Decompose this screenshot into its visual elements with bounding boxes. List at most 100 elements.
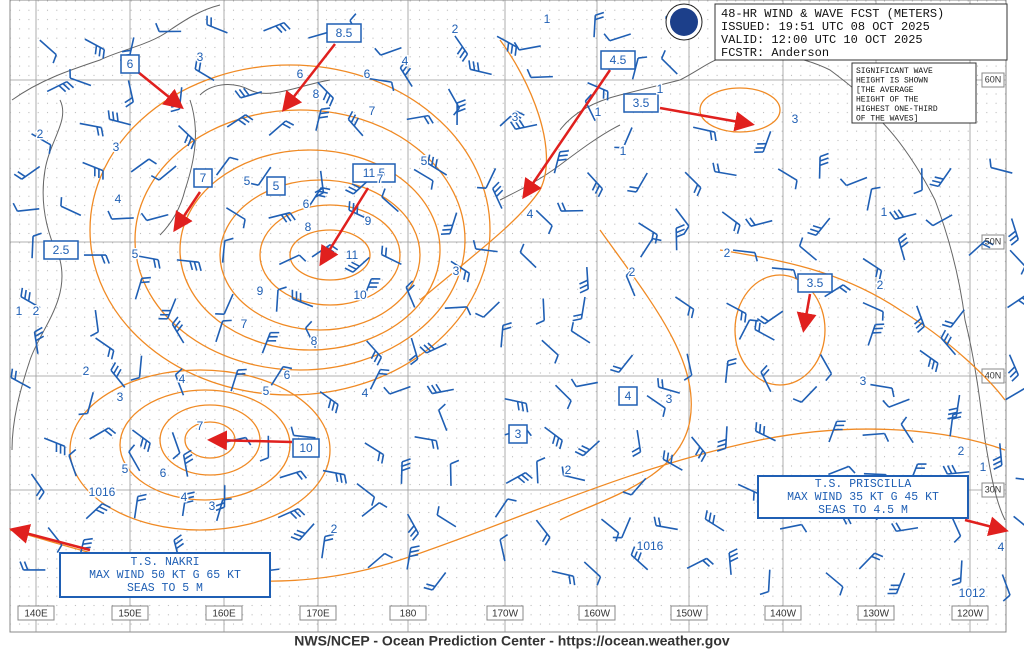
barb-feather <box>370 350 377 360</box>
wind-barb <box>366 340 383 366</box>
barb-feather <box>662 407 666 418</box>
barb-staff <box>950 515 962 537</box>
barb-feather <box>893 210 900 219</box>
wind-barb <box>278 254 307 266</box>
barb-staff <box>932 214 953 227</box>
barb-staff <box>278 254 300 266</box>
contour-label: 1 <box>16 304 23 318</box>
wind-barb <box>992 443 1003 470</box>
wind-barb <box>828 420 846 443</box>
barb-feather <box>408 354 417 362</box>
wind-barb <box>535 209 553 235</box>
wind-barb <box>182 449 194 477</box>
barb-feather <box>401 458 411 463</box>
wind-barb <box>221 237 234 263</box>
wind-barb <box>419 342 447 354</box>
wind-barb <box>290 523 315 541</box>
barb-feather <box>929 183 939 188</box>
barb-feather <box>559 149 569 153</box>
barb-feather <box>733 222 738 232</box>
contour-label: 7 <box>377 172 384 186</box>
lon-label-box <box>486 605 524 621</box>
barb-feather <box>436 506 440 516</box>
wind-barb <box>1008 218 1019 246</box>
barb-staff <box>541 339 559 356</box>
barb-feather <box>871 555 881 561</box>
contour-label: 6 <box>364 67 371 81</box>
barb-feather <box>541 533 548 543</box>
contour-label: 1 <box>657 82 664 96</box>
contour-label: 3 <box>453 264 460 278</box>
barb-feather <box>708 512 712 522</box>
height-box <box>508 424 528 444</box>
barb-feather <box>1011 374 1019 382</box>
barb-feather <box>293 532 303 538</box>
wind-barb <box>732 249 759 262</box>
barb-feather <box>812 224 822 230</box>
barb-feather <box>351 261 360 267</box>
barb-feather <box>572 317 582 322</box>
wind-barb <box>756 310 784 325</box>
wind-barb <box>1001 574 1011 602</box>
barb-staff <box>381 196 399 213</box>
barb-feather <box>335 472 339 483</box>
contour-label: 6 <box>160 466 167 480</box>
wind-barb <box>128 444 141 472</box>
wind-barb <box>792 385 818 404</box>
barb-feather <box>334 404 339 414</box>
barb-feather <box>579 279 588 285</box>
lon-label-box <box>205 605 243 621</box>
barb-staff <box>630 477 647 496</box>
barb-feather <box>23 561 29 571</box>
barb-feather <box>941 323 952 328</box>
barb-feather <box>561 202 567 212</box>
barb-feather <box>185 491 195 495</box>
barb-feather <box>819 161 829 167</box>
barb-feather <box>463 270 467 280</box>
barb-feather <box>749 319 759 322</box>
barb-feather <box>839 586 844 596</box>
height-label: 7 <box>200 171 207 185</box>
lon-label: 140W <box>770 609 797 620</box>
wind-barb <box>454 35 469 62</box>
wind-barb <box>913 168 923 195</box>
barb-feather <box>519 243 525 253</box>
contour-label: 11 <box>346 248 359 262</box>
barb-feather <box>95 508 105 515</box>
wind-barb <box>825 572 844 596</box>
barb-staff <box>367 552 386 569</box>
barb-feather <box>610 368 620 374</box>
barb-staff <box>518 45 541 51</box>
barb-feather <box>409 549 420 553</box>
barb-feather <box>249 182 259 186</box>
wind-barb <box>131 429 151 452</box>
contour-label: 2 <box>629 265 636 279</box>
barb-staff <box>171 432 181 454</box>
barb-feather <box>690 309 695 319</box>
wind-barb <box>468 60 492 76</box>
barb-feather <box>889 211 896 220</box>
pressure-label: 1012 <box>959 586 986 600</box>
wind-barb <box>31 232 42 259</box>
barb-staff <box>146 213 169 222</box>
barb-feather <box>108 427 117 435</box>
wind-barb <box>308 186 331 207</box>
height-label: 3 <box>515 427 522 441</box>
wind-barb <box>107 210 134 220</box>
barb-staff <box>369 77 392 83</box>
barb-feather <box>1018 299 1024 306</box>
barb-staff <box>771 267 794 271</box>
barb-feather <box>951 464 957 474</box>
wind-barb <box>413 168 434 190</box>
barb-staff <box>494 498 509 518</box>
barb-feather <box>319 111 330 115</box>
barb-feather <box>141 276 151 280</box>
barb-feather <box>1008 230 1017 238</box>
barb-feather <box>143 440 148 450</box>
contour-label: 2 <box>958 444 965 458</box>
wind-barb <box>263 21 291 34</box>
wind-barb <box>674 296 695 319</box>
barb-staff <box>686 353 693 376</box>
lon-label-box <box>578 605 616 621</box>
note-box <box>851 62 977 124</box>
